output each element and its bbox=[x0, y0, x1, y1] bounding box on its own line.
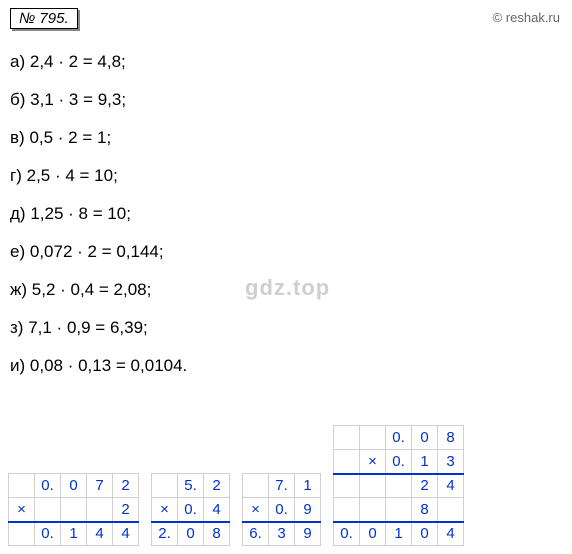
eq-label: в) bbox=[10, 128, 25, 147]
cell: 1 bbox=[295, 474, 321, 498]
eq-expr: 1,25 · 8 = 10; bbox=[30, 204, 131, 223]
cell: 0. bbox=[386, 426, 412, 450]
cell bbox=[334, 498, 360, 522]
cell: 8 bbox=[204, 522, 230, 546]
mult-table-4: 0. 0 8 × 0. 1 3 2 4 8 0. 0 1 bbox=[333, 425, 464, 546]
cell: 4 bbox=[204, 498, 230, 522]
cell: 8 bbox=[438, 426, 464, 450]
cell: 0. bbox=[334, 522, 360, 546]
eq-label: ж) bbox=[10, 280, 27, 299]
cell: 7. bbox=[269, 474, 295, 498]
cell: 2. bbox=[152, 522, 178, 546]
cell-mult: × bbox=[9, 498, 35, 522]
cell bbox=[438, 498, 464, 522]
cell bbox=[334, 474, 360, 498]
equation-b: б) 3,1 · 3 = 9,3; bbox=[10, 90, 187, 110]
cell-mult: × bbox=[360, 450, 386, 474]
eq-label: е) bbox=[10, 242, 25, 261]
cell: 1 bbox=[412, 450, 438, 474]
cell bbox=[334, 426, 360, 450]
cell bbox=[360, 474, 386, 498]
cell: 4 bbox=[113, 522, 139, 546]
eq-expr: 5,2 · 0,4 = 2,08; bbox=[32, 280, 152, 299]
eq-label: д) bbox=[10, 204, 26, 223]
equation-list: а) 2,4 · 2 = 4,8; б) 3,1 · 3 = 9,3; в) 0… bbox=[10, 52, 187, 394]
cell bbox=[152, 474, 178, 498]
problem-number-box: № 795. bbox=[10, 8, 78, 29]
equation-d: д) 1,25 · 8 = 10; bbox=[10, 204, 187, 224]
cell: 7 bbox=[87, 474, 113, 498]
cell: 0. bbox=[178, 498, 204, 522]
equation-z: з) 7,1 · 0,9 = 6,39; bbox=[10, 318, 187, 338]
equation-v: в) 0,5 · 2 = 1; bbox=[10, 128, 187, 148]
cell bbox=[87, 498, 113, 522]
cell-mult: × bbox=[243, 498, 269, 522]
cell: 4 bbox=[438, 522, 464, 546]
cell bbox=[243, 474, 269, 498]
problem-number: № 795. bbox=[19, 10, 69, 27]
cell: 0 bbox=[360, 522, 386, 546]
equation-e: е) 0,072 · 2 = 0,144; bbox=[10, 242, 187, 262]
equation-g: г) 2,5 · 4 = 10; bbox=[10, 166, 187, 186]
eq-expr: 2,5 · 4 = 10; bbox=[27, 166, 118, 185]
eq-label: г) bbox=[10, 166, 22, 185]
equation-zh: ж) 5,2 · 0,4 = 2,08; bbox=[10, 280, 187, 300]
multiplication-tables: 0. 0 7 2 × 2 0. 1 4 4 5. 2 × 0. 4 bbox=[8, 425, 464, 546]
watermark: gdz.top bbox=[245, 275, 330, 301]
cell: 6. bbox=[243, 522, 269, 546]
cell bbox=[334, 450, 360, 474]
cell bbox=[9, 474, 35, 498]
cell: 4 bbox=[87, 522, 113, 546]
mult-table-1: 0. 0 7 2 × 2 0. 1 4 4 bbox=[8, 473, 139, 546]
mult-table-2: 5. 2 × 0. 4 2. 0 8 bbox=[151, 473, 230, 546]
cell: 2 bbox=[204, 474, 230, 498]
eq-expr: 2,4 · 2 = 4,8; bbox=[30, 52, 126, 71]
cell: 0. bbox=[35, 522, 61, 546]
cell: 2 bbox=[113, 498, 139, 522]
eq-expr: 0,08 · 0,13 = 0,0104. bbox=[30, 356, 187, 375]
cell: 0 bbox=[178, 522, 204, 546]
eq-expr: 3,1 · 3 = 9,3; bbox=[30, 90, 126, 109]
cell: 1 bbox=[386, 522, 412, 546]
cell bbox=[360, 498, 386, 522]
cell: 0 bbox=[412, 426, 438, 450]
cell bbox=[360, 426, 386, 450]
cell: 0. bbox=[35, 474, 61, 498]
attribution: © reshak.ru bbox=[493, 10, 560, 25]
eq-expr: 0,072 · 2 = 0,144; bbox=[30, 242, 164, 261]
cell bbox=[9, 522, 35, 546]
cell: 2 bbox=[412, 474, 438, 498]
cell: 0. bbox=[269, 498, 295, 522]
cell: 1 bbox=[61, 522, 87, 546]
cell: 0 bbox=[61, 474, 87, 498]
cell bbox=[35, 498, 61, 522]
cell: 3 bbox=[438, 450, 464, 474]
cell: 4 bbox=[438, 474, 464, 498]
eq-label: б) bbox=[10, 90, 25, 109]
eq-expr: 0,5 · 2 = 1; bbox=[29, 128, 111, 147]
cell: 9 bbox=[295, 498, 321, 522]
eq-label: з) bbox=[10, 318, 23, 337]
equation-i: и) 0,08 · 0,13 = 0,0104. bbox=[10, 356, 187, 376]
mult-table-3: 7. 1 × 0. 9 6. 3 9 bbox=[242, 473, 321, 546]
cell: 0 bbox=[412, 522, 438, 546]
cell: 3 bbox=[269, 522, 295, 546]
cell bbox=[61, 498, 87, 522]
cell bbox=[386, 498, 412, 522]
cell: 8 bbox=[412, 498, 438, 522]
eq-label: а) bbox=[10, 52, 25, 71]
eq-expr: 7,1 · 0,9 = 6,39; bbox=[28, 318, 148, 337]
cell: 0. bbox=[386, 450, 412, 474]
equation-a: а) 2,4 · 2 = 4,8; bbox=[10, 52, 187, 72]
cell: 9 bbox=[295, 522, 321, 546]
cell: 2 bbox=[113, 474, 139, 498]
cell bbox=[386, 474, 412, 498]
cell-mult: × bbox=[152, 498, 178, 522]
cell: 5. bbox=[178, 474, 204, 498]
eq-label: и) bbox=[10, 356, 25, 375]
